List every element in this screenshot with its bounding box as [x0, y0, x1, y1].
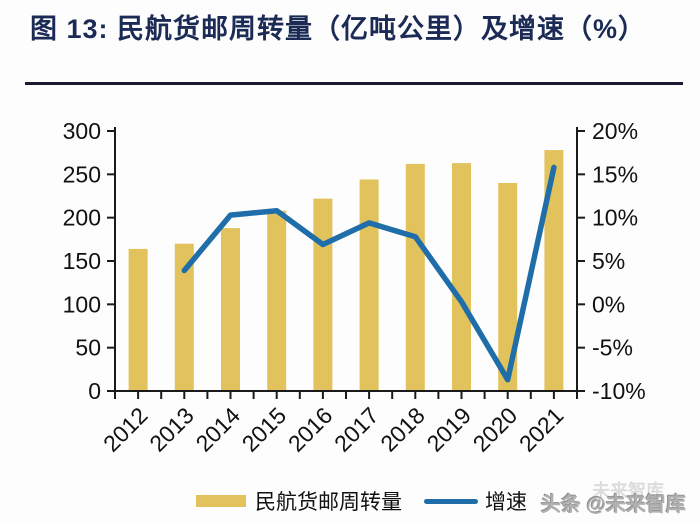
right-tick-label: -10%	[592, 378, 646, 404]
left-tick-label: 100	[63, 291, 101, 317]
title-divider	[25, 82, 683, 85]
right-tick-label: 0%	[592, 291, 625, 317]
right-tick-label: -5%	[592, 335, 633, 361]
watermark-ghost: 未来智库	[592, 481, 664, 501]
left-tick-label: 250	[63, 161, 101, 187]
right-tick-label: 15%	[592, 161, 638, 187]
right-tick-label: 20%	[592, 118, 638, 144]
legend-bar-label: 民航货邮周转量	[255, 491, 402, 514]
x-tick-label: 2014	[190, 402, 245, 457]
bar-2014	[221, 228, 240, 391]
left-tick-label: 150	[63, 248, 101, 274]
bar-2020	[498, 183, 518, 391]
bar-2018	[405, 163, 425, 391]
bar-2016	[313, 198, 333, 391]
legend-line-swatch	[424, 498, 478, 504]
x-tick-label: 2016	[283, 402, 338, 457]
x-tick-label: 2018	[375, 402, 430, 457]
left-tick-label: 50	[75, 335, 101, 361]
bar-2012	[128, 248, 148, 391]
combo-chart: 0 50 100 150 200 250 300 -10% -5% 0% 5% 10% 15% 20% 20…	[63, 118, 646, 457]
figure-title: 图 13: 民航货邮周转量（亿吨公里）及增速（%）	[30, 14, 647, 44]
watermark-text: 头条 @未来智库	[541, 494, 687, 516]
bar-2013	[174, 243, 194, 391]
x-tick-label: 2013	[144, 402, 199, 457]
bar-2021	[544, 150, 564, 391]
x-tick-label: 2012	[98, 402, 153, 457]
x-tick-label: 2019	[421, 402, 476, 457]
x-tick-label: 2017	[329, 402, 384, 457]
x-tick-label: 2015	[237, 402, 292, 457]
growth-line	[181, 164, 557, 383]
legend-bar-swatch	[196, 495, 246, 507]
right-tick-label: 5%	[592, 248, 625, 274]
right-tick-label: 10%	[592, 205, 638, 231]
legend-line-label: 增速	[485, 491, 527, 514]
left-tick-label: 0	[88, 378, 101, 404]
left-tick-label: 300	[63, 118, 101, 144]
chart-legend: 民航货邮周转量 增速	[196, 486, 527, 516]
left-tick-label: 200	[63, 205, 101, 231]
bar-2017	[359, 179, 379, 391]
x-tick-label: 2020	[468, 402, 523, 457]
bar-2015	[267, 210, 287, 391]
bar-2019	[452, 163, 471, 391]
x-tick-label: 2021	[514, 402, 569, 457]
